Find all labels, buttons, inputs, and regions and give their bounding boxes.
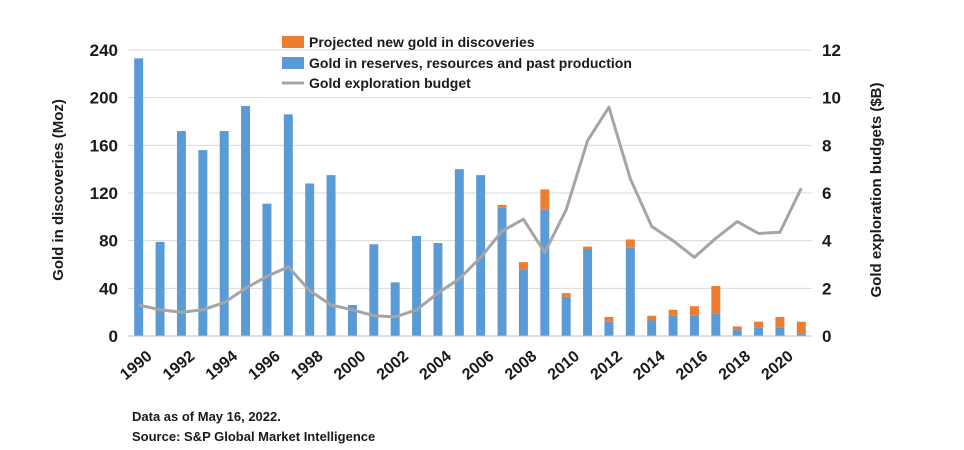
y-tick-label-left: 240 (90, 41, 118, 60)
gridlines (128, 49, 812, 337)
bar-projected-2015 (668, 309, 678, 316)
bar-reserves-2019 (754, 327, 764, 336)
data-date-note: Data as of May 16, 2022. (132, 409, 281, 424)
bar-reserves-2003 (412, 235, 422, 336)
bar-reserves-1996 (262, 203, 272, 336)
x-tick-label: 1994 (203, 348, 241, 384)
bar-reserves-2011 (583, 249, 593, 336)
x-tick-label: 2006 (459, 348, 497, 384)
x-tick-label: 2010 (545, 348, 583, 384)
bar-reserves-2008 (518, 269, 528, 336)
y-tick-label-right: 4 (822, 232, 832, 251)
bar-reserves-1992 (176, 131, 186, 336)
bar-reserves-2017 (711, 313, 721, 336)
bar-reserves-2018 (732, 330, 742, 336)
source-note: Source: S&P Global Market Intelligence (132, 429, 376, 444)
bar-reserves-1995 (241, 106, 251, 336)
x-tick-label: 2000 (331, 348, 369, 384)
bar-projected-2009 (540, 189, 550, 210)
y-tick-label-left: 40 (99, 279, 118, 298)
y-tick-label-right: 0 (822, 327, 831, 346)
y-tick-label-left: 200 (90, 89, 118, 108)
y-tick-label-right: 10 (822, 89, 841, 108)
gold-discoveries-chart: 0 40 80 120 160 200 240 0 2 4 6 8 10 12 1990 1992 1994… (50, 34, 885, 384)
x-tick-label: 1996 (246, 348, 284, 384)
bar-reserves-2009 (540, 209, 550, 336)
y-axis-left: 0 40 80 120 160 200 240 (90, 41, 118, 346)
x-tick-label: 2004 (417, 348, 455, 384)
legend-swatch-reserves (282, 57, 304, 69)
bar-reserves-1998 (305, 183, 315, 336)
bar-reserves-2000 (347, 305, 357, 336)
bar-projected-2017 (711, 285, 721, 314)
bar-reserves-2007 (497, 207, 507, 336)
bar-reserves-2001 (369, 244, 379, 336)
x-tick-label: 2020 (759, 348, 797, 384)
x-axis: 1990 1992 1994 1996 1998 2000 2002 2004 2006 2008… (117, 335, 812, 384)
legend-label-budget: Gold exploration budget (309, 75, 471, 91)
bar-projected-2007 (497, 204, 507, 208)
x-tick-label: 1998 (288, 348, 326, 384)
bar-projected-2012 (604, 316, 614, 322)
bar-reserves-2002 (390, 282, 400, 336)
y-axis-title-left: Gold in discoveries (Moz) (50, 99, 67, 281)
bar-projected-2021 (796, 321, 806, 334)
legend-swatch-projected (282, 36, 304, 48)
bar-reserves-1993 (198, 150, 208, 336)
x-tick-label: 1990 (117, 348, 155, 384)
bar-reserves-2020 (775, 327, 785, 336)
bar-reserves-2010 (561, 296, 571, 336)
y-tick-label-left: 120 (90, 184, 118, 203)
series-line-budget (138, 105, 803, 319)
bar-reserves-1997 (283, 114, 293, 336)
x-tick-label: 2014 (630, 348, 668, 384)
bar-reserves-2005 (454, 169, 464, 336)
exploration-budget-line (138, 105, 803, 319)
y-axis-right: 0 2 4 6 8 10 12 (822, 41, 841, 346)
bar-projected-2010 (561, 293, 571, 297)
y-tick-label-right: 12 (822, 41, 841, 60)
x-tick-label: 2018 (716, 348, 754, 384)
bar-reserves-1991 (155, 241, 165, 336)
bar-projected-2018 (732, 326, 742, 331)
x-tick-label: 2008 (502, 348, 540, 384)
bar-reserves-2012 (604, 321, 614, 336)
bar-reserves-2004 (433, 243, 443, 336)
bar-reserves-2013 (625, 247, 635, 336)
bar-projected-2013 (625, 239, 635, 248)
x-tick-label: 2002 (374, 348, 412, 384)
bar-projected-2016 (689, 306, 699, 316)
legend-label-reserves: Gold in reserves, resources and past pro… (309, 55, 632, 71)
x-tick-label: 2016 (673, 348, 711, 384)
bar-reserves-2016 (689, 315, 699, 336)
legend-label-projected: Projected new gold in discoveries (309, 34, 535, 50)
legend: Projected new gold in discoveries Gold i… (282, 34, 632, 91)
bar-reserves-1990 (134, 58, 144, 336)
bar-projected-2011 (583, 246, 593, 250)
bar-reserves-2021 (796, 333, 806, 336)
y-axis-title-right: Gold exploration budgets ($B) (868, 82, 885, 297)
y-tick-label-left: 80 (99, 232, 118, 251)
x-tick-label: 1992 (160, 348, 198, 384)
bar-reserves-2014 (647, 320, 657, 336)
bar-projected-2008 (518, 262, 528, 270)
y-tick-label-right: 2 (822, 279, 831, 298)
x-tick-label: 2012 (588, 348, 626, 384)
bar-reserves-1999 (326, 175, 336, 336)
y-tick-label-right: 8 (822, 136, 831, 155)
y-tick-label-left: 160 (90, 136, 118, 155)
bar-projected-2019 (754, 321, 764, 328)
bar-reserves-1994 (219, 131, 229, 336)
bar-projected-2020 (775, 316, 785, 328)
y-tick-label-left: 0 (109, 327, 118, 346)
bar-projected-2014 (647, 315, 657, 321)
bar-reserves-2015 (668, 315, 678, 336)
y-tick-label-right: 6 (822, 184, 831, 203)
